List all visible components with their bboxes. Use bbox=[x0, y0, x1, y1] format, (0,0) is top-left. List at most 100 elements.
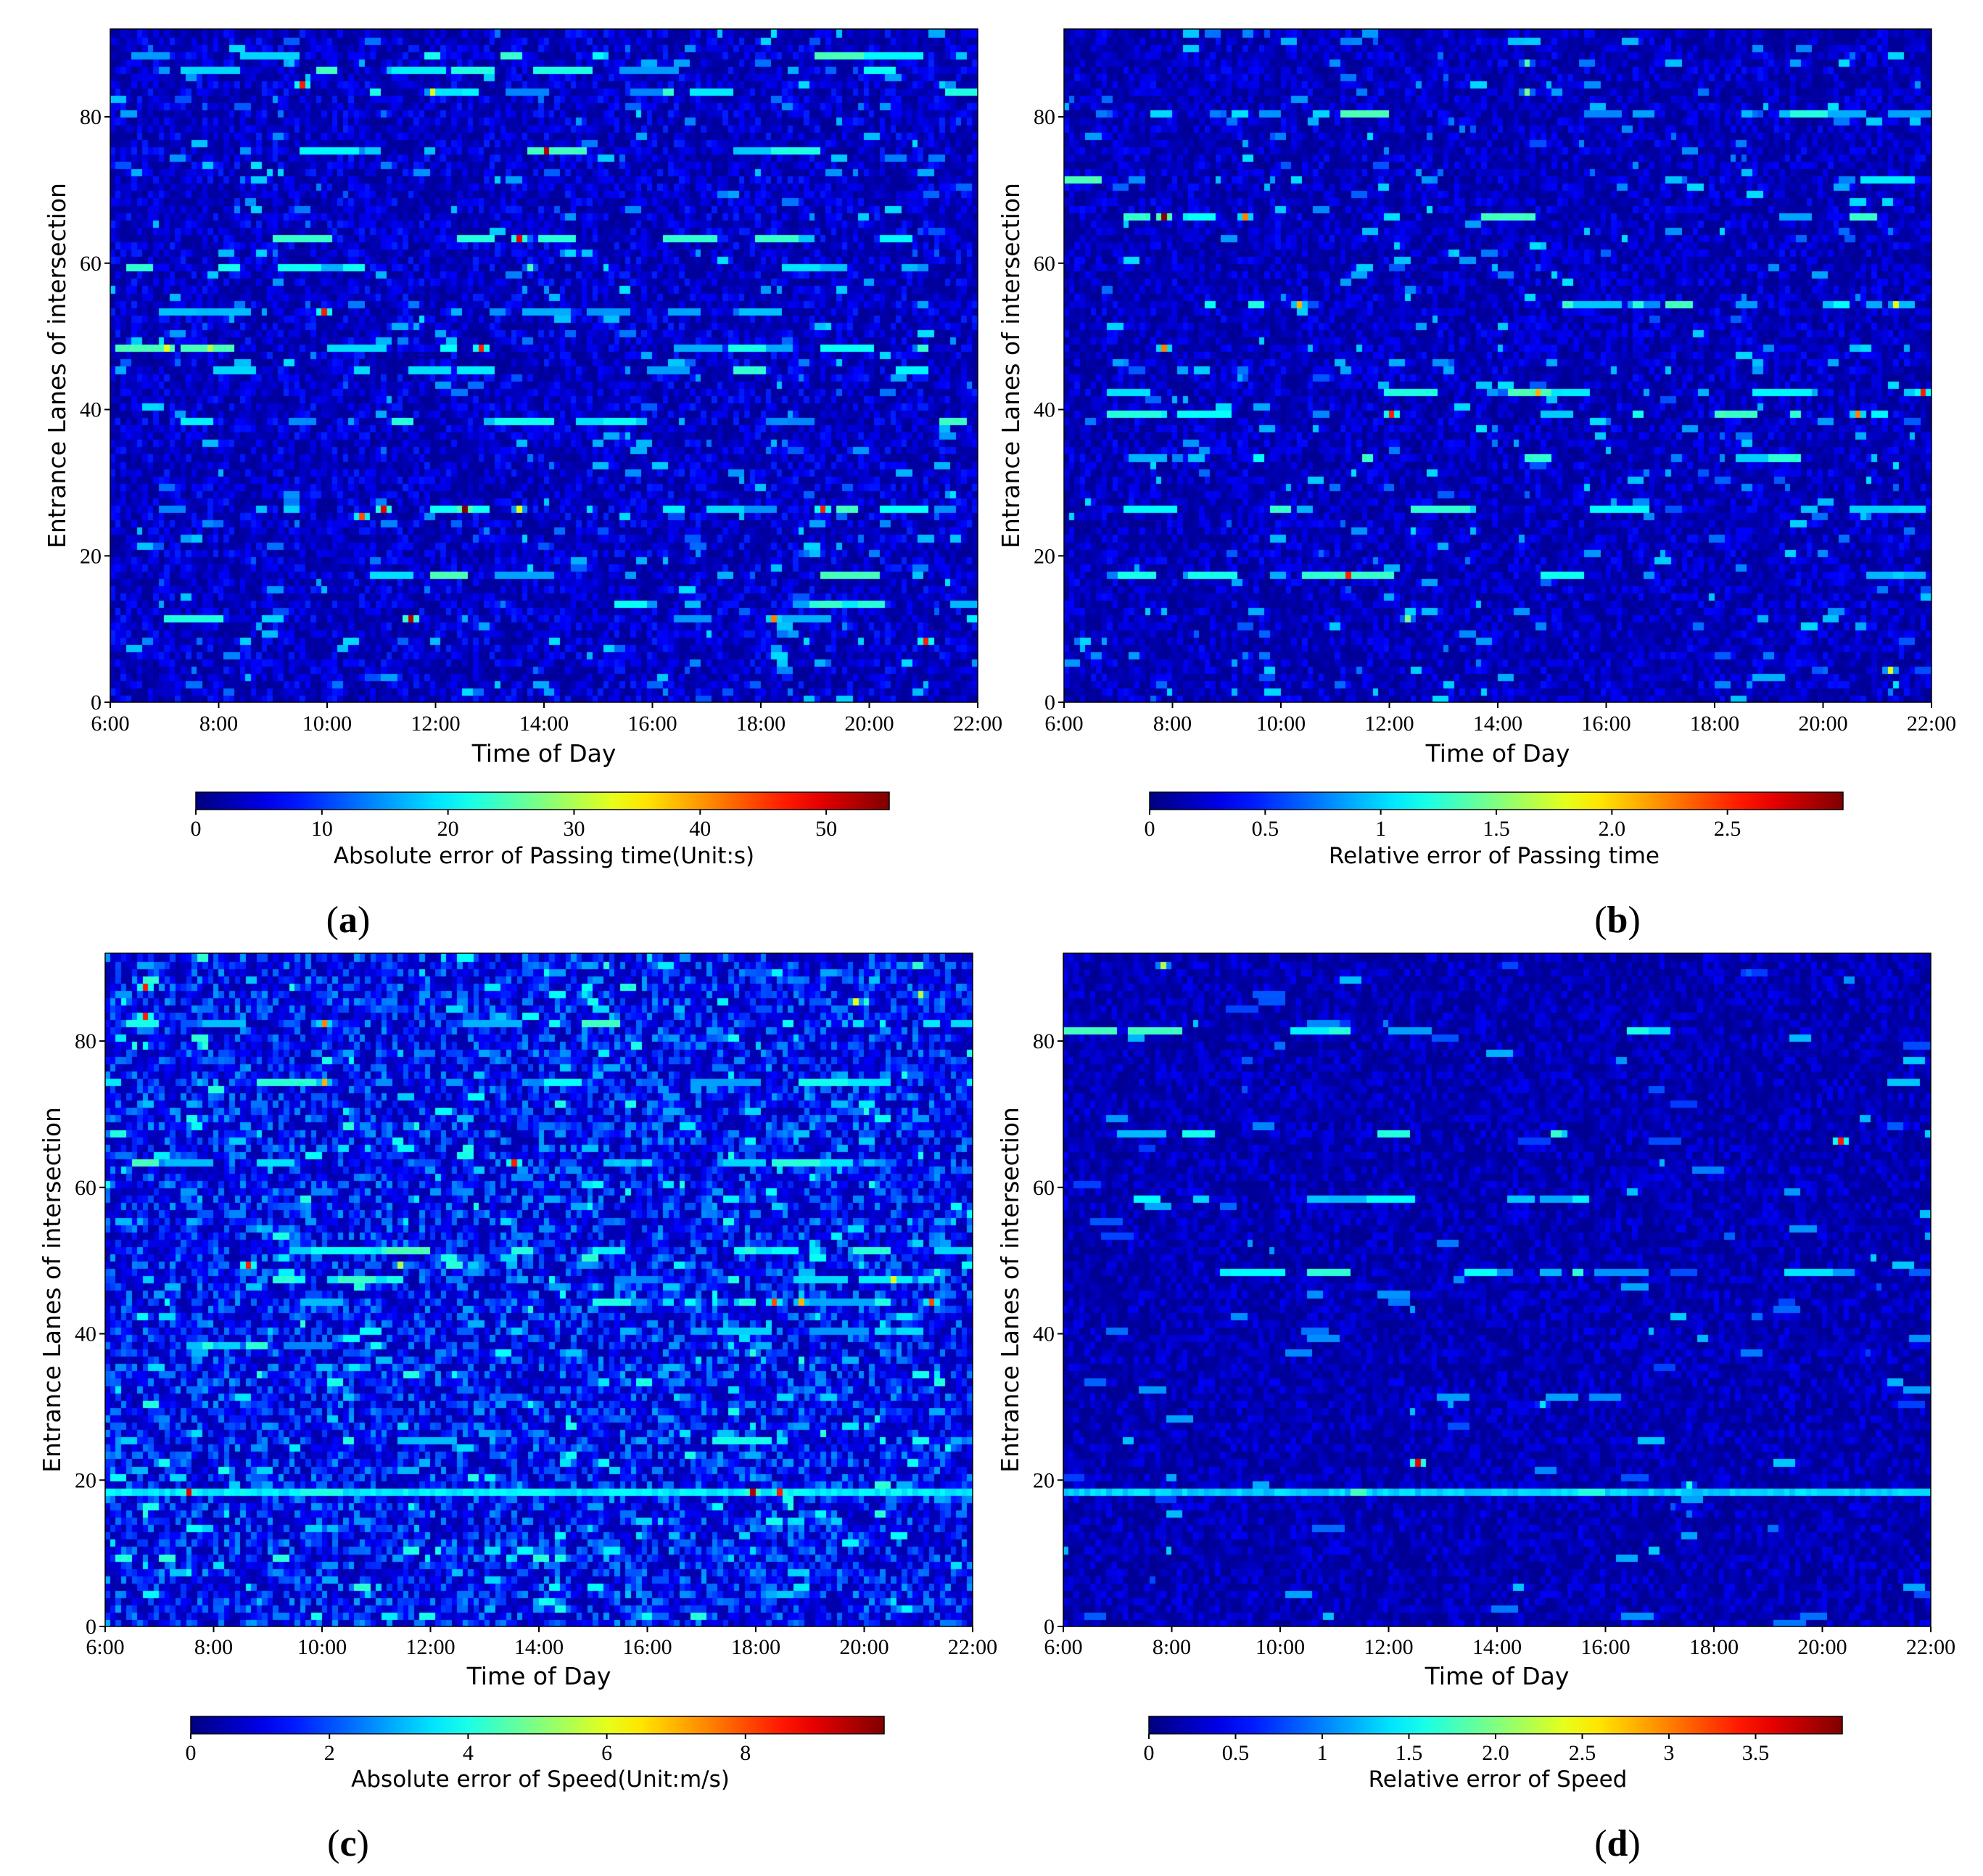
x-axis-label-c: Time of Day bbox=[466, 1662, 611, 1690]
colorbar-tick-label: 0 bbox=[186, 1741, 197, 1765]
heatmap-c-cells bbox=[105, 953, 973, 1626]
y-axis-label-d: Entrance Lanes of intersection bbox=[996, 1107, 1024, 1473]
x-tick-label: 22:00 bbox=[1907, 712, 1956, 736]
colorbar-tick-label: 30 bbox=[563, 817, 585, 841]
heatmap-d-cells bbox=[1063, 953, 1931, 1626]
heatmap-c-area bbox=[105, 953, 973, 1626]
heatmap-a-area bbox=[110, 29, 978, 702]
colorbar-gradient bbox=[190, 1716, 885, 1735]
colorbar-a: 0 10 20 30 40 50 bbox=[191, 791, 890, 841]
axes-c: 6:00 8:00 10:00 12:00 14:00 16:00 18:00 20:00 22… bbox=[75, 953, 997, 1659]
x-tick-label: 16:00 bbox=[1581, 712, 1630, 736]
x-tick-label: 20:00 bbox=[839, 1635, 889, 1659]
panel-label-d: (d) bbox=[1594, 1823, 1641, 1864]
y-axis-label-a: Entrance Lanes of intersection bbox=[43, 183, 71, 548]
y-tick-label: 80 bbox=[75, 1029, 96, 1053]
x-tick-label: 10:00 bbox=[302, 712, 352, 736]
colorbar-tick-label: 3 bbox=[1664, 1741, 1675, 1765]
colorbar-tick-label: 10 bbox=[311, 817, 333, 841]
axes-b: 6:00 8:00 10:00 12:00 14:00 16:00 18:00 20:00 22… bbox=[1034, 28, 1956, 736]
colorbar-tick-label: 0 bbox=[191, 817, 202, 841]
panel-label-a: (a) bbox=[326, 900, 371, 941]
colorbar-tick-label: 1.5 bbox=[1483, 817, 1510, 841]
colorbar-tick-label: 2.0 bbox=[1599, 817, 1626, 841]
colorbar-tick-label: 0 bbox=[1145, 817, 1155, 841]
x-tick-label: 14:00 bbox=[519, 712, 569, 736]
y-tick-label: 40 bbox=[1034, 398, 1055, 422]
x-tick-label: 16:00 bbox=[1580, 1635, 1630, 1659]
x-tick-label: 18:00 bbox=[1690, 712, 1739, 736]
y-tick-label: 60 bbox=[1033, 1176, 1055, 1200]
x-tick-label: 12:00 bbox=[1364, 712, 1414, 736]
y-tick-label: 40 bbox=[1033, 1322, 1055, 1346]
colorbar-tick-label: 2 bbox=[324, 1741, 335, 1765]
colorbar-gradient bbox=[1148, 1716, 1843, 1735]
x-tick-label: 10:00 bbox=[1256, 1635, 1305, 1659]
x-tick-label: 14:00 bbox=[1472, 1635, 1522, 1659]
y-tick-label: 20 bbox=[75, 1468, 96, 1492]
x-tick-label: 8:00 bbox=[1153, 712, 1192, 736]
colorbar-tick-label: 20 bbox=[437, 817, 459, 841]
panel-a: 6:00 8:00 10:00 12:00 14:00 16:00 18:00 20:00 22… bbox=[43, 28, 1002, 941]
axes-d: 6:00 8:00 10:00 12:00 14:00 16:00 18:00 20:00 22… bbox=[1033, 953, 1955, 1659]
x-tick-label: 12:00 bbox=[1364, 1635, 1413, 1659]
colorbar-tick-label: 0.5 bbox=[1222, 1741, 1250, 1765]
x-tick-label: 8:00 bbox=[194, 1635, 233, 1659]
heatmap-d-area bbox=[1063, 953, 1931, 1626]
colorbar-tick-label: 2.5 bbox=[1714, 817, 1741, 841]
colorbar-tick-label: 8 bbox=[740, 1741, 751, 1765]
colorbar-tick-label: 2.5 bbox=[1569, 1741, 1596, 1765]
colorbar-gradient bbox=[1149, 791, 1844, 810]
x-tick-label: 12:00 bbox=[405, 1635, 455, 1659]
x-tick-label: 8:00 bbox=[199, 712, 238, 736]
colorbar-tick-label: 0 bbox=[1144, 1741, 1155, 1765]
y-tick-label: 40 bbox=[80, 398, 102, 422]
panel-label-c: (c) bbox=[327, 1823, 369, 1864]
x-tick-label: 6:00 bbox=[1044, 1635, 1082, 1659]
colorbar-tick-label: 1 bbox=[1375, 817, 1386, 841]
colorbar-tick-label: 1 bbox=[1317, 1741, 1328, 1765]
colorbar-tick-label: 3.5 bbox=[1742, 1741, 1770, 1765]
panel-label-b: (b) bbox=[1594, 900, 1641, 941]
x-tick-label: 20:00 bbox=[1797, 1635, 1847, 1659]
y-tick-label: 20 bbox=[1033, 1468, 1055, 1492]
x-tick-label: 20:00 bbox=[844, 712, 894, 736]
x-tick-label: 22:00 bbox=[1906, 1635, 1955, 1659]
colorbar-tick-label: 50 bbox=[815, 817, 837, 841]
x-axis-label-d: Time of Day bbox=[1425, 1662, 1570, 1690]
x-tick-label: 22:00 bbox=[953, 712, 1002, 736]
y-tick-label: 80 bbox=[1033, 1029, 1055, 1053]
x-tick-label: 14:00 bbox=[514, 1635, 564, 1659]
y-tick-label: 60 bbox=[1034, 252, 1055, 276]
colorbar-gradient bbox=[195, 791, 890, 810]
x-tick-label: 18:00 bbox=[731, 1635, 780, 1659]
x-tick-label: 16:00 bbox=[627, 712, 677, 736]
x-tick-label: 12:00 bbox=[411, 712, 460, 736]
x-tick-label: 18:00 bbox=[736, 712, 786, 736]
y-tick-label: 60 bbox=[80, 252, 102, 276]
x-tick-label: 16:00 bbox=[622, 1635, 672, 1659]
colorbar-label-c: Absolute error of Speed(Unit:m/s) bbox=[351, 1766, 730, 1793]
x-tick-label: 6:00 bbox=[1044, 712, 1083, 736]
colorbar-tick-label: 4 bbox=[463, 1741, 474, 1765]
colorbar-b: 0 0.5 1 1.5 2.0 2.5 bbox=[1145, 791, 1844, 841]
colorbar-label-a: Absolute error of Passing time(Unit:s) bbox=[334, 843, 754, 869]
panel-c: 6:00 8:00 10:00 12:00 14:00 16:00 18:00 20:00 22… bbox=[38, 953, 997, 1864]
x-axis-label-b: Time of Day bbox=[1425, 739, 1570, 768]
x-tick-label: 10:00 bbox=[297, 1635, 347, 1659]
y-axis-label-c: Entrance Lanes of intersection bbox=[38, 1107, 66, 1473]
x-tick-label: 8:00 bbox=[1153, 1635, 1191, 1659]
axes-a: 6:00 8:00 10:00 12:00 14:00 16:00 18:00 20:00 22… bbox=[80, 28, 1002, 736]
colorbar-d: 0 0.5 1 1.5 2.0 2.5 3 3.5 bbox=[1144, 1716, 1843, 1765]
x-tick-label: 10:00 bbox=[1256, 712, 1306, 736]
colorbar-tick-label: 6 bbox=[601, 1741, 612, 1765]
colorbar-label-d: Relative error of Speed bbox=[1369, 1766, 1628, 1793]
heatmap-a-cells bbox=[110, 29, 978, 702]
y-tick-label: 60 bbox=[75, 1176, 96, 1200]
y-tick-label: 0 bbox=[1044, 1615, 1055, 1639]
x-tick-label: 6:00 bbox=[91, 712, 129, 736]
y-tick-label: 40 bbox=[75, 1322, 96, 1346]
x-tick-label: 20:00 bbox=[1798, 712, 1847, 736]
y-tick-label: 0 bbox=[91, 691, 102, 715]
colorbar-tick-label: 1.5 bbox=[1395, 1741, 1423, 1765]
